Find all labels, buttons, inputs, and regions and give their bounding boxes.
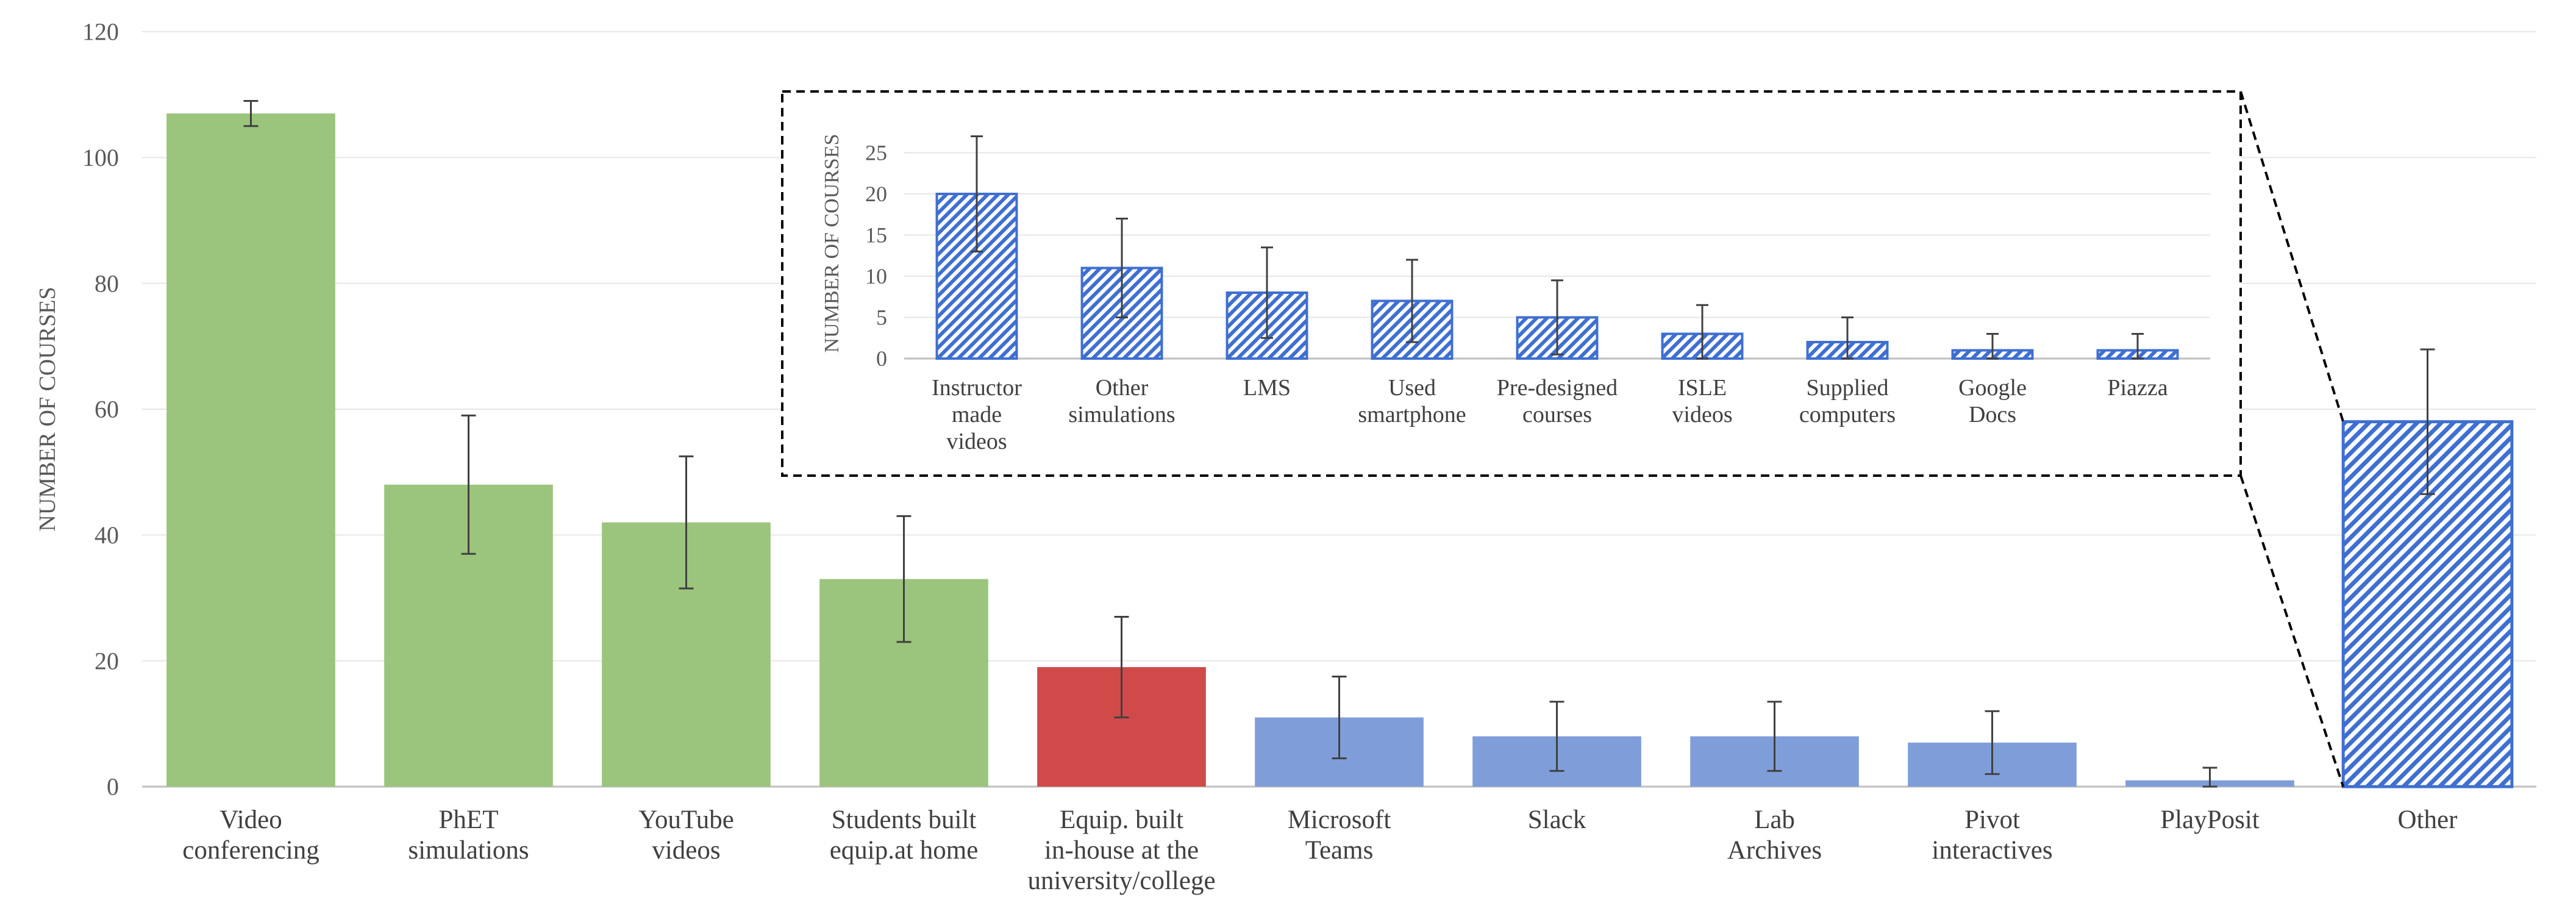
inset-y-tick-label: 5 [876, 306, 887, 330]
main-category-label: interactives [1932, 836, 2052, 865]
main-category-label: Equip. built [1060, 806, 1183, 834]
main-category-label: YouTube [638, 806, 734, 834]
inset-y-tick-label: 10 [865, 264, 887, 288]
main-category-label: PlayPosit [2160, 806, 2260, 834]
inset-y-tick-label: 25 [865, 141, 887, 165]
main-category-label: equip.at home [830, 836, 979, 865]
main-y-tick-label: 120 [82, 18, 119, 46]
inset-category-label: smartphone [1358, 402, 1466, 427]
main-category-label: Teams [1305, 836, 1374, 865]
inset-category-label: Used [1388, 375, 1436, 401]
inset-category-label: Pre-designed [1497, 375, 1618, 401]
inset-frame [781, 90, 2242, 477]
inset-y-axis-title: NUMBER OF COURSES [821, 134, 843, 353]
zoom-connector-line [2239, 475, 2345, 787]
inset-category-label: courses [1522, 402, 1592, 427]
main-bar [166, 113, 335, 787]
main-category-label: Pivot [1964, 806, 2020, 834]
inset-category-label: Instructor [932, 375, 1022, 401]
inset-category-label: Docs [1969, 402, 2016, 427]
main-y-tick-label: 80 [95, 270, 119, 297]
zoom-connector-lines [2239, 91, 2345, 787]
inset-category-label: videos [946, 429, 1007, 454]
inset-category-label: Google [1958, 375, 2027, 401]
inset-category-label: ISLE [1678, 375, 1727, 401]
inset-category-label: LMS [1243, 375, 1291, 401]
main-y-tick-label: 60 [95, 396, 119, 423]
inset-category-label: made [952, 402, 1002, 427]
inset-category-label: Supplied [1806, 375, 1888, 401]
main-category-label: in-house at the [1044, 836, 1199, 865]
main-category-label: Archives [1727, 836, 1822, 865]
inset-chart: 0 5 10 15 20 25 NUMBER OF COURSES Instructormad… [781, 90, 2242, 477]
inset-category-label: Piazza [2107, 375, 2167, 401]
main-category-label: Video [219, 806, 282, 834]
inset-category-label: Other [1096, 375, 1149, 401]
inset-category-label: videos [1672, 402, 1732, 427]
main-category-label: Lab [1754, 806, 1795, 834]
inset-category-label: simulations [1068, 402, 1175, 427]
zoom-connector-line [2239, 91, 2345, 423]
main-category-label: Students built [832, 806, 977, 834]
main-category-label: Other [2398, 806, 2458, 834]
inset-y-tick-label: 20 [865, 182, 887, 206]
main-category-label: PhET [439, 806, 499, 834]
main-y-tick-label: 40 [95, 521, 119, 549]
main-category-label: university/college [1027, 867, 1215, 895]
main-y-tick-label: 100 [82, 144, 119, 171]
main-y-tick-label: 20 [95, 647, 119, 674]
inset-y-tick-label: 15 [865, 223, 887, 248]
main-y-axis-title: NUMBER OF COURSES [35, 287, 60, 531]
main-y-tick-label: 0 [107, 773, 119, 801]
inset-y-tick-label: 0 [876, 346, 887, 371]
main-category-label: conferencing [182, 836, 319, 865]
main-category-label: simulations [408, 836, 529, 865]
inset-category-label: computers [1799, 402, 1896, 427]
main-category-label: Slack [1528, 806, 1586, 834]
main-category-label: Microsoft [1288, 806, 1391, 834]
main-category-label: videos [652, 836, 720, 865]
